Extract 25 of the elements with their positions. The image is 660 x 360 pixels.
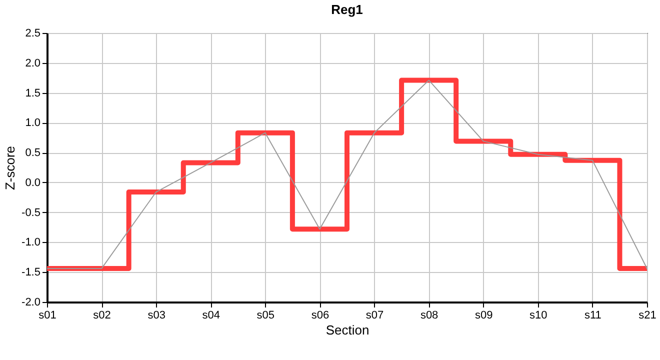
y-tick-label: -0.5 [22,206,40,219]
y-axis-title: Z-score [2,146,18,190]
x-tick-label: s02 [93,310,111,322]
x-tick-label: s03 [148,310,166,322]
y-tick-label: 1.0 [25,117,40,130]
y-tick-label: -1.5 [22,266,40,279]
x-tick-label: s21 [638,310,656,322]
x-tick-label: s07 [366,310,384,322]
y-tick-label: 0.5 [25,147,40,160]
x-axis-title: Section [326,322,370,338]
x-tick-label: s06 [311,310,330,322]
x-tick-label: s04 [202,310,220,322]
chart-title: Reg1 [331,2,363,17]
y-tick-label: -1.0 [22,236,40,249]
x-tick-label: s11 [584,310,602,322]
y-tick-label: 2.0 [25,57,40,70]
x-tick-label: s09 [474,310,493,322]
x-tick-label: s01 [38,310,56,322]
x-tick-label: s10 [530,310,548,322]
x-tick-label: s05 [256,310,275,322]
y-tick-label: -2.0 [22,296,40,308]
y-tick-label: 0.0 [25,176,40,189]
y-tick-label: 1.5 [25,87,40,100]
y-tick-label: 2.5 [25,28,40,40]
x-tick-label: s08 [420,310,438,322]
